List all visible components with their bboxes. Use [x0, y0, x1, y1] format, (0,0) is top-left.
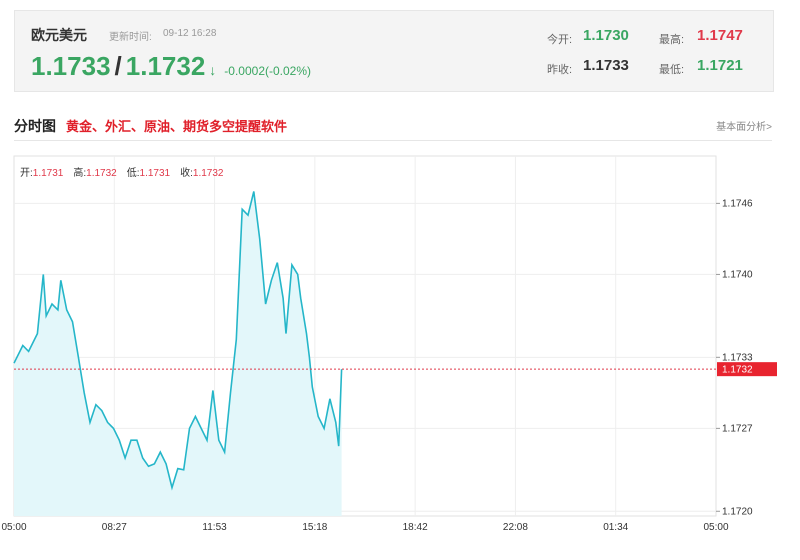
fundamental-analysis-link[interactable]: 基本面分析>	[716, 122, 772, 133]
y-tick-label: 1.1720	[722, 506, 753, 517]
update-time-label: 更新时间:	[109, 32, 152, 43]
open-label: 今开:	[547, 34, 573, 46]
x-tick-label: 22:08	[503, 522, 528, 533]
x-tick-label: 05:00	[703, 522, 728, 533]
ohlc-low: 低:1.1731	[126, 168, 171, 179]
ask-price: 1.1732	[125, 51, 206, 81]
current-price-label: 1.1732	[722, 365, 753, 376]
quote-panel: 欧元美元 更新时间: 09-12 16:28 1.1733 / 1.1732 ↓…	[14, 10, 774, 92]
ohlc-high: 高:1.1732	[73, 168, 117, 179]
section-divider	[14, 140, 772, 141]
y-tick-label: 1.1727	[722, 423, 753, 434]
section-title: 分时图	[14, 118, 56, 134]
x-tick-label: 01:34	[603, 522, 628, 533]
ohlc-readout: 开:1.1731 高:1.1732 低:1.1731 收:1.1732	[20, 164, 224, 179]
current-price-tag	[717, 362, 777, 377]
x-tick-label: 11:53	[202, 522, 227, 533]
price-line	[13, 191, 343, 491]
high-label: 最高:	[659, 34, 685, 46]
open-value: 1.1730	[583, 27, 629, 44]
price-area	[14, 191, 342, 516]
prev-close-label: 昨收:	[547, 64, 573, 76]
high-value: 1.1747	[697, 27, 743, 44]
ohlc-open: 开:1.1731	[20, 168, 64, 179]
x-tick-label: 15:18	[302, 522, 327, 533]
low-value: 1.1721	[697, 57, 743, 74]
update-time: 09-12 16:28	[163, 28, 217, 39]
instrument-name: 欧元美元	[31, 27, 87, 43]
prev-close-value: 1.1733	[583, 57, 629, 74]
x-tick-label: 05:00	[1, 522, 26, 533]
down-arrow-icon: ↓	[209, 62, 217, 78]
x-tick-label: 18:42	[403, 522, 428, 533]
ad-link[interactable]: 黄金、外汇、原油、期货多空提醒软件	[66, 119, 288, 134]
y-tick-label: 1.1733	[722, 352, 753, 363]
ohlc-close: 收:1.1732	[180, 168, 224, 179]
price-change: -0.0002(-0.02%)	[224, 64, 312, 78]
x-tick-label: 08:27	[102, 522, 127, 533]
price-display: 1.1733 / 1.1732 ↓ -0.0002(-0.02%)	[31, 51, 311, 82]
intraday-chart[interactable]: 05:00 08:27 11:53 15:18 18:42 22:08 01:34 05:00…	[0, 150, 800, 560]
y-tick-label: 1.1740	[722, 269, 753, 280]
bid-price: 1.1733	[31, 51, 111, 81]
y-tick-label: 1.1746	[722, 198, 753, 209]
low-label: 最低:	[659, 64, 685, 76]
price-separator: /	[114, 51, 122, 81]
